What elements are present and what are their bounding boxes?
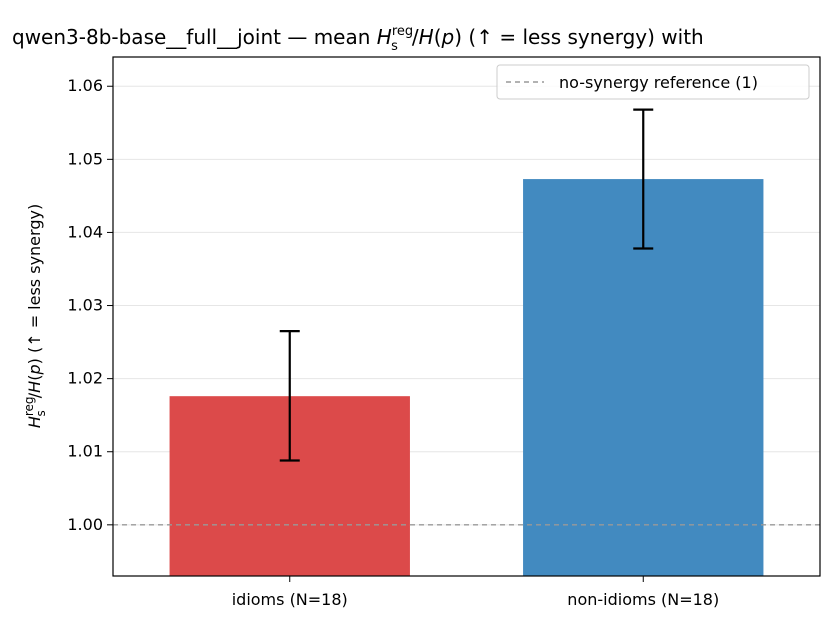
y-tick-label: 1.00 <box>67 515 103 534</box>
plot-frame <box>112 56 821 577</box>
y-axis-label: Hregs/H(p) (↑ = less synergy) <box>22 204 48 428</box>
legend-reference-label: no-synergy reference (1) <box>559 73 758 92</box>
bars-layer <box>169 179 764 576</box>
x-tick-label: non-idioms (N=18) <box>567 590 719 609</box>
chart-title: qwen3-8b-base__full__joint — mean Hreg s /… <box>12 24 704 54</box>
y-tick-label: 1.02 <box>67 369 103 388</box>
x-tick-label: idioms (N=18) <box>232 590 348 609</box>
y-tick-label: 1.03 <box>67 296 103 315</box>
y-axis: 1.00 1.01 1.02 1.03 1.04 1.05 1.06 <box>67 76 113 534</box>
y-tick-label: 1.05 <box>67 149 103 168</box>
legend: no-synergy reference (1) <box>496 64 810 100</box>
x-axis: idioms (N=18) non-idioms (N=18) <box>232 576 719 609</box>
y-tick-label: 1.06 <box>67 76 103 95</box>
y-tick-label: 1.04 <box>67 222 103 241</box>
error-bars-layer <box>279 108 654 462</box>
y-tick-label: 1.01 <box>67 442 103 461</box>
